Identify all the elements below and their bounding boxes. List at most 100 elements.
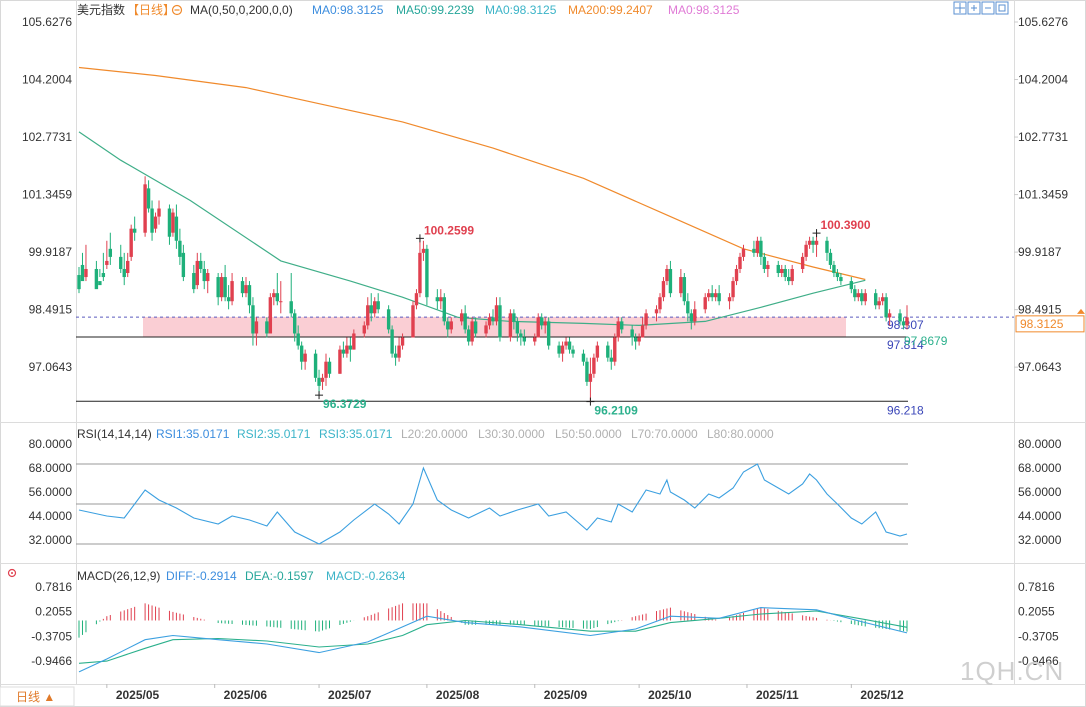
- candle-body: [146, 188, 151, 209]
- ma50-readout: MA50:99.2239: [396, 3, 474, 17]
- fullscreen-icon[interactable]: [995, 1, 1009, 15]
- candle-body: [633, 337, 638, 342]
- candle-body: [494, 305, 499, 322]
- candle-body: [661, 281, 666, 298]
- period-button-label: 日线 ▲: [16, 690, 55, 704]
- macd-settings-icon[interactable]: [7, 568, 17, 578]
- price-y-tick-left: 104.2004: [22, 73, 72, 87]
- candle-body: [345, 345, 349, 354]
- candle-body: [654, 309, 659, 314]
- rsi-y-tick-right: 44.0000: [1018, 509, 1062, 523]
- candle-body: [783, 268, 787, 278]
- candle-body: [122, 268, 126, 278]
- candle-body: [279, 301, 283, 303]
- rsi-y-tick-left: 44.0000: [29, 509, 73, 523]
- candle-body: [171, 212, 175, 233]
- candle-body: [174, 216, 179, 241]
- settings-icon[interactable]: [171, 4, 183, 16]
- crosshair-icon[interactable]: [953, 1, 967, 15]
- diff-line: [78, 607, 908, 673]
- price-y-tick-right: 104.2004: [1018, 73, 1068, 87]
- candle-body: [84, 268, 88, 278]
- candle-body: [585, 361, 589, 382]
- candle-body: [658, 297, 662, 310]
- candle-body: [901, 321, 906, 326]
- candle-body: [299, 345, 304, 362]
- macd-y-tick-right: -0.3705: [1018, 629, 1059, 643]
- candle-body: [459, 313, 464, 322]
- zoom-in-icon[interactable]: [967, 1, 981, 15]
- month-label: 2025/07: [328, 688, 372, 702]
- candle-body: [734, 268, 739, 282]
- candle-body: [706, 293, 711, 298]
- dea-readout: DEA:-0.1597: [245, 569, 314, 583]
- support-zone: [143, 316, 846, 338]
- candle-body: [327, 361, 332, 374]
- low-annotation: 96.2109: [594, 404, 638, 418]
- candle-body: [849, 281, 854, 290]
- candle-body: [265, 321, 269, 334]
- month-label: 2025/06: [224, 688, 268, 702]
- candle-body: [254, 321, 259, 334]
- rsi-y-tick-left: 56.0000: [29, 485, 73, 499]
- candle-body: [564, 341, 568, 346]
- candle-body: [341, 349, 346, 354]
- rsi-y-tick-right: 80.0000: [1018, 437, 1062, 451]
- macd-header: MACD(26,12,9) DIFF:-0.2914 DEA:-0.1597 M…: [7, 568, 406, 583]
- candle-body: [713, 293, 718, 298]
- candle-body: [247, 285, 252, 306]
- candle-body: [592, 357, 596, 374]
- candle-body: [835, 273, 840, 278]
- zoom-out-icon[interactable]: [981, 1, 995, 15]
- rsi3-readout: RSI3:35.0171: [319, 427, 393, 441]
- ma200-line: [78, 66, 866, 281]
- current-price-tag-label: 98.3125: [1020, 317, 1064, 331]
- rsi2-readout: RSI2:35.0171: [237, 427, 311, 441]
- candle-body: [616, 321, 620, 338]
- macd-y-tick-right: 0.2055: [1018, 605, 1055, 619]
- candle-body: [466, 329, 471, 342]
- period-button[interactable]: 日线 ▲: [0, 686, 75, 707]
- candle-body: [825, 240, 829, 253]
- candle-body: [230, 281, 234, 302]
- macd-panel: 0.7816 0.7816 0.2055 0.2055 -0.3705 -0.3705 -0…: [31, 580, 1059, 673]
- candle-body: [77, 275, 81, 290]
- candle-body: [101, 273, 106, 278]
- month-label: 2025/12: [860, 688, 904, 702]
- candle-body: [588, 373, 593, 382]
- ma-readout: MA0:98.3125: [485, 3, 557, 17]
- candle-body: [362, 325, 366, 334]
- candle-body: [272, 293, 276, 298]
- candle-body: [251, 305, 255, 334]
- candle-body: [195, 260, 199, 286]
- current-price-arrow: [1077, 308, 1085, 314]
- candle-body: [105, 260, 109, 265]
- candle-body: [877, 301, 881, 306]
- candle-body: [80, 264, 85, 282]
- candle-body: [373, 301, 377, 314]
- rsi-header: RSI(14,14,14) RSI1:35.0171 RSI2:35.0171 …: [77, 427, 774, 441]
- price-panel: 105.6276 105.6276 104.2004 104.2004 102.7731…: [22, 15, 1085, 418]
- candle-body: [219, 277, 224, 298]
- period-tag: 【日线】: [127, 3, 175, 17]
- candle-body: [856, 293, 860, 298]
- high-annotation: 100.3900: [821, 218, 871, 232]
- month-label: 2025/10: [648, 688, 692, 702]
- rsi-y-tick-left: 68.0000: [29, 461, 73, 475]
- candle-body: [386, 309, 391, 330]
- candle-body: [498, 305, 502, 338]
- candle-body: [292, 313, 297, 334]
- candle-body: [800, 256, 805, 269]
- candle-body: [755, 240, 760, 253]
- candle-body: [435, 297, 440, 302]
- candle-body: [644, 313, 648, 326]
- candle-body: [766, 264, 770, 269]
- candle-body: [780, 268, 784, 274]
- candle-body: [609, 357, 613, 362]
- candle-body: [557, 345, 561, 354]
- candle-body: [439, 297, 443, 302]
- candle-body: [366, 305, 370, 326]
- candle-body: [640, 325, 645, 338]
- candle-body: [143, 184, 147, 233]
